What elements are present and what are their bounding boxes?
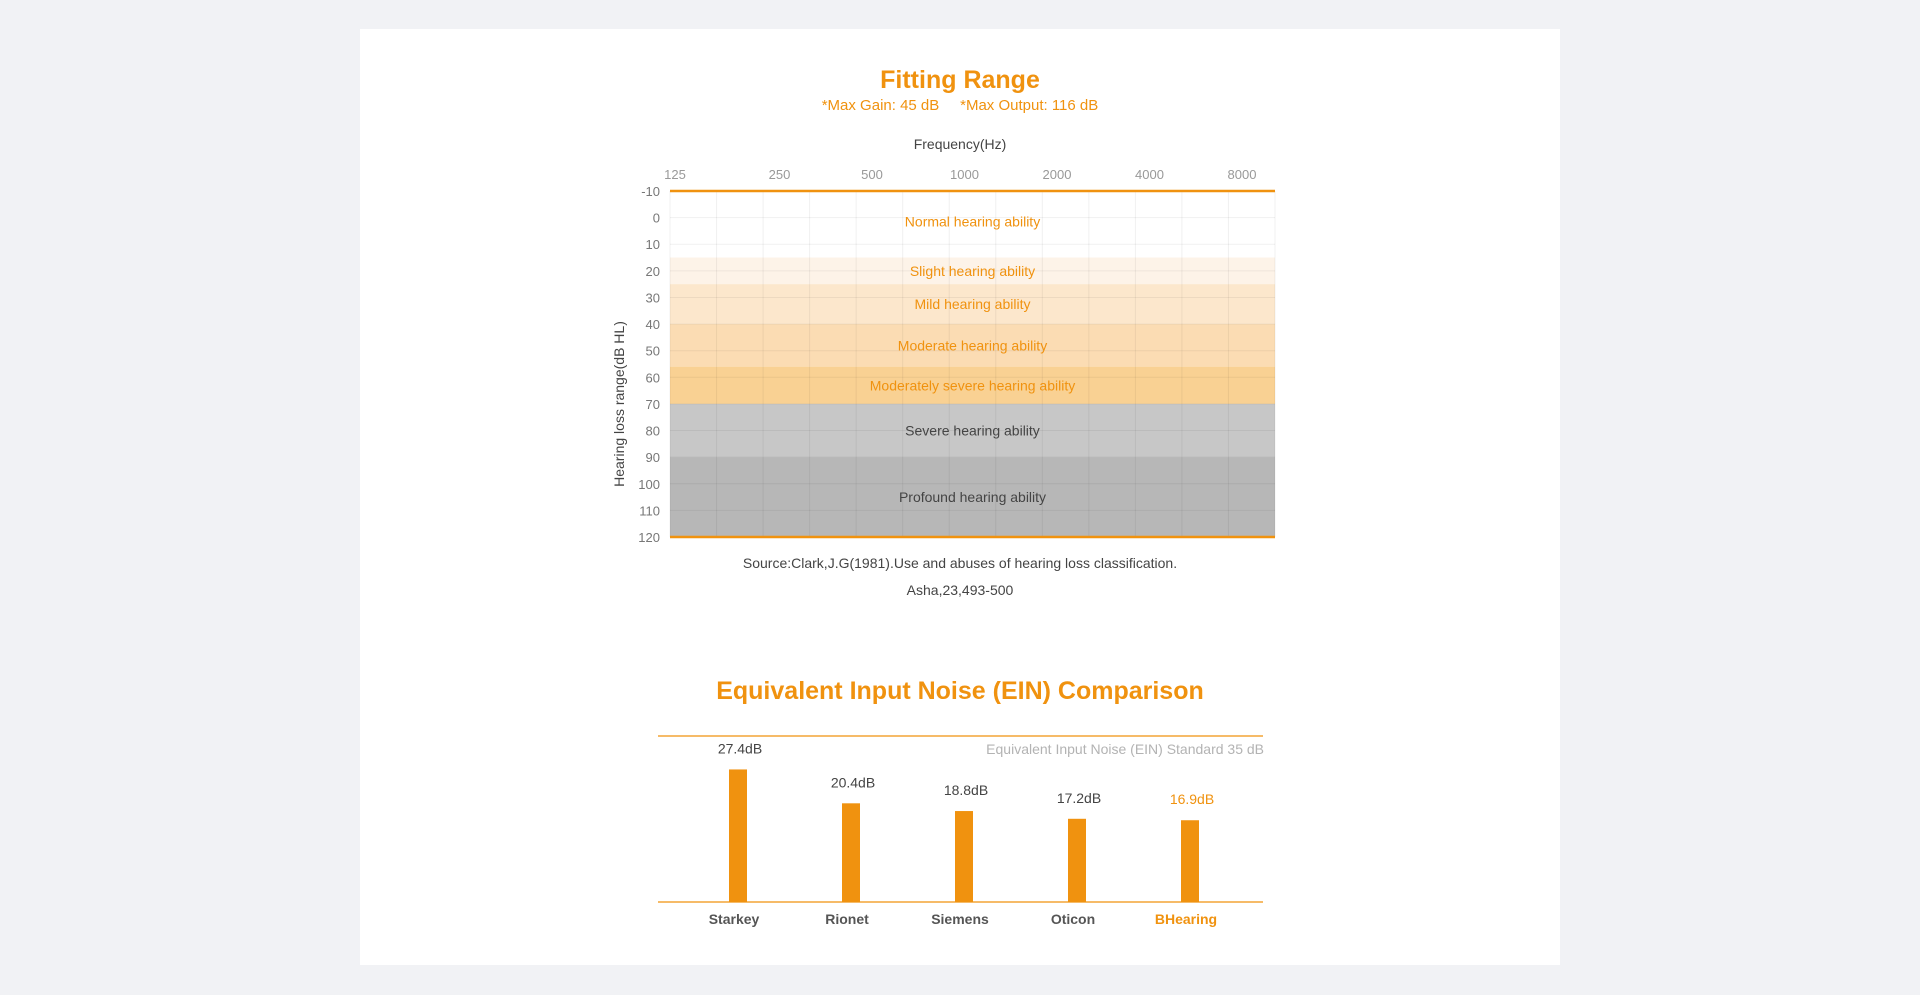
band-label-4: Moderately severe hearing ability (870, 377, 1075, 393)
fitting-range-chart: -10 0 10 20 30 40 50 60 70 80 90 100 110 120 125 250 500… (611, 167, 1276, 545)
y-tick-label: 90 (646, 450, 660, 465)
band-2 (670, 284, 1275, 325)
y-tick-label: 120 (638, 530, 660, 545)
band-6 (670, 457, 1275, 537)
category-label: BHearing (1155, 911, 1217, 927)
band-5 (670, 403, 1275, 458)
y-tick-label: 70 (646, 397, 660, 412)
category-label: Oticon (1051, 911, 1095, 927)
bar-rionet (842, 803, 860, 902)
x-tick-label: 2000 (1043, 167, 1072, 182)
x-tick-label: 1000 (950, 167, 979, 182)
x-tick-label: 4000 (1135, 167, 1164, 182)
bar-value-label: 27.4dB (718, 740, 762, 756)
band-1 (670, 257, 1275, 285)
band-label-0: Normal hearing ability (905, 213, 1040, 229)
y-tick-label: 60 (646, 370, 660, 385)
y-tick-label: -10 (641, 184, 660, 199)
fitting-range-title: Fitting Range (880, 66, 1040, 94)
x-tick-label: 500 (861, 167, 883, 182)
source-line-2: Asha,23,493-500 (906, 582, 1014, 598)
ein-standard-label: Equivalent Input Noise (EIN) Standard 35… (986, 741, 1264, 757)
ein-comparison-title: Equivalent Input Noise (EIN) Comparison (716, 677, 1204, 705)
x-axis-label: Frequency(Hz) (913, 136, 1007, 152)
content-card: Fitting Range *Max Gain: 45 dB *Max Outp… (360, 29, 1560, 965)
x-tick-label: 8000 (1228, 167, 1257, 182)
bar-value-label: 16.9dB (1170, 791, 1214, 807)
y-tick-label: 110 (639, 503, 660, 518)
band-label-3: Moderate hearing ability (898, 337, 1047, 353)
y-tick-label: 20 (646, 264, 660, 279)
bar-bhearing (1181, 820, 1199, 902)
bar-starkey (729, 769, 747, 902)
band-3 (670, 324, 1275, 367)
y-tick-label: 50 (646, 344, 660, 359)
source-line-1: Source:Clark,J.G(1981).Use and abuses of… (742, 555, 1178, 571)
y-tick-label: 0 (653, 211, 660, 226)
bar-value-label: 18.8dB (944, 782, 988, 798)
x-tick-label: 250 (769, 167, 791, 182)
category-label: Starkey (709, 911, 760, 927)
y-tick-label: 100 (638, 477, 660, 492)
band-label-5: Severe hearing ability (905, 423, 1040, 439)
x-tick-label: 125 (664, 167, 686, 182)
bar-value-label: 17.2dB (1057, 790, 1101, 806)
y-tick-label: 30 (646, 290, 660, 305)
band-label-6: Profound hearing ability (899, 489, 1046, 505)
fitting-range-subtitle: *Max Gain: 45 dB *Max Output: 116 dB (821, 97, 1099, 114)
bar-value-label: 20.4dB (831, 774, 875, 790)
category-label: Siemens (931, 911, 989, 927)
y-tick-label: 80 (646, 424, 660, 439)
band-label-2: Mild hearing ability (915, 296, 1031, 312)
bar-siemens (955, 811, 973, 902)
y-tick-label: 10 (646, 237, 660, 252)
y-axis-label: Hearing loss range(dB HL) (611, 321, 627, 487)
band-label-1: Slight hearing ability (910, 263, 1035, 279)
ein-bar-chart: 27.4dB Starkey 20.4dB Rionet 18.8dB Siemens 17… (658, 735, 1263, 927)
band-4 (670, 366, 1275, 404)
band-0 (670, 191, 1275, 258)
category-label: Rionet (825, 911, 869, 927)
bar-oticon (1068, 818, 1086, 902)
y-tick-label: 40 (646, 317, 660, 332)
